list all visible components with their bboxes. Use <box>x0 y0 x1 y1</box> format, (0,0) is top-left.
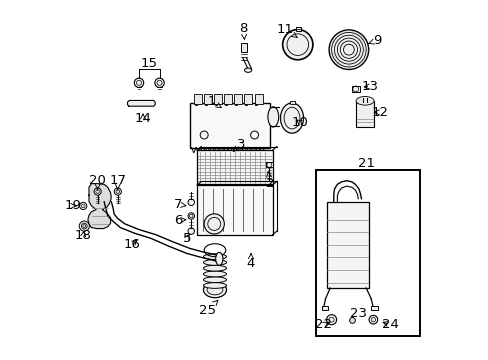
Bar <box>241 43 247 52</box>
Text: 6: 6 <box>174 214 185 227</box>
Bar <box>355 101 373 127</box>
Text: 22: 22 <box>315 318 331 331</box>
Ellipse shape <box>203 283 226 288</box>
Circle shape <box>187 199 194 206</box>
Text: 11: 11 <box>277 23 297 37</box>
Ellipse shape <box>203 254 226 260</box>
Text: 4: 4 <box>246 254 255 270</box>
Polygon shape <box>127 100 155 106</box>
Text: 14: 14 <box>134 112 151 125</box>
Bar <box>234 94 242 104</box>
Bar <box>326 202 368 288</box>
Text: 25: 25 <box>199 300 218 317</box>
Ellipse shape <box>203 282 226 298</box>
Circle shape <box>282 30 312 60</box>
Bar <box>351 86 359 92</box>
Bar <box>214 94 222 104</box>
Bar <box>190 103 269 148</box>
Ellipse shape <box>203 277 226 283</box>
Text: 20: 20 <box>89 174 106 190</box>
Bar <box>370 306 377 310</box>
Text: 9: 9 <box>367 34 381 47</box>
Circle shape <box>134 78 143 87</box>
Circle shape <box>204 214 224 234</box>
Polygon shape <box>88 184 111 229</box>
Ellipse shape <box>203 260 226 265</box>
Text: 18: 18 <box>75 229 91 242</box>
Circle shape <box>155 78 164 87</box>
Bar <box>316 170 419 336</box>
Text: 12: 12 <box>370 106 387 119</box>
Ellipse shape <box>203 271 226 277</box>
Text: 19: 19 <box>64 199 81 212</box>
Ellipse shape <box>349 318 355 323</box>
Text: 24: 24 <box>381 318 398 331</box>
Circle shape <box>94 188 101 195</box>
Text: 1: 1 <box>207 95 221 108</box>
Ellipse shape <box>355 96 373 105</box>
Bar <box>321 306 328 310</box>
Text: 17: 17 <box>109 174 126 190</box>
Bar <box>254 94 262 104</box>
Circle shape <box>80 202 87 210</box>
Circle shape <box>326 315 336 325</box>
Text: 15: 15 <box>141 57 157 69</box>
Circle shape <box>79 221 89 231</box>
Text: 8: 8 <box>239 22 247 39</box>
Ellipse shape <box>215 252 223 265</box>
Circle shape <box>187 213 194 219</box>
Bar <box>265 162 272 167</box>
Text: 2: 2 <box>265 171 274 190</box>
Circle shape <box>114 188 121 195</box>
Text: 21: 21 <box>358 157 375 170</box>
Ellipse shape <box>244 68 251 72</box>
Circle shape <box>328 30 368 69</box>
Bar <box>204 94 212 104</box>
Text: 13: 13 <box>361 80 378 93</box>
Text: 7: 7 <box>174 198 185 211</box>
Bar <box>197 150 272 184</box>
Bar <box>194 94 202 104</box>
Circle shape <box>187 228 194 234</box>
Circle shape <box>368 315 377 324</box>
Ellipse shape <box>267 107 278 127</box>
Bar <box>197 185 272 235</box>
Ellipse shape <box>280 103 303 133</box>
Bar <box>295 27 301 31</box>
Ellipse shape <box>203 265 226 271</box>
Text: 5: 5 <box>183 232 191 245</box>
Text: 3: 3 <box>233 138 244 151</box>
Text: 23: 23 <box>350 307 366 320</box>
Bar <box>244 94 252 104</box>
Text: 16: 16 <box>123 238 141 251</box>
Bar <box>224 94 232 104</box>
Text: 10: 10 <box>291 116 308 129</box>
Bar <box>289 101 294 104</box>
